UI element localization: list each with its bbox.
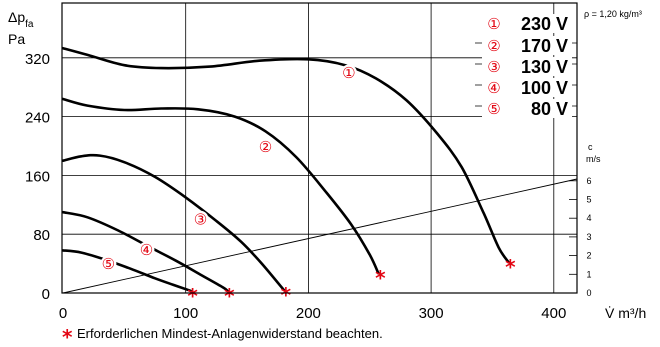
y-tick-160: 160 xyxy=(25,168,50,185)
min-resistance-star-2: * xyxy=(375,266,386,290)
curve-label-bg-2 xyxy=(257,138,274,155)
curve-label-bg-5 xyxy=(100,255,117,272)
legend-label-5: 80 V xyxy=(531,99,568,119)
footnote-text: Erforderlichen Mindest-Anlagenwiderstand… xyxy=(77,326,383,341)
y-tick-80: 80 xyxy=(33,227,50,244)
legend-bg-1 xyxy=(482,14,572,33)
c-tick-0: 0 xyxy=(586,288,591,298)
curve-label-3: ③ xyxy=(194,210,207,228)
legend-marker-3: ③ xyxy=(487,58,500,76)
legend-label-2: 170 V xyxy=(521,36,568,56)
c-tick-labels: 0 1 2 3 4 5 6 xyxy=(586,176,591,298)
velocity-reference-line xyxy=(62,178,578,294)
y-tick-labels: 0 80 160 240 320 xyxy=(25,51,50,303)
legend-marker-4: ④ xyxy=(487,79,500,97)
min-resistance-star-5: * xyxy=(187,284,198,308)
legend-bg-3 xyxy=(482,57,572,76)
x-tick-0: 0 xyxy=(59,305,67,322)
c-tick-5: 5 xyxy=(586,195,591,205)
curve-label-bg-3 xyxy=(192,210,209,227)
curve-label-bg-1 xyxy=(340,64,357,81)
c-tick-6: 6 xyxy=(586,176,591,186)
curve-2 xyxy=(61,97,380,275)
c-tick-1: 1 xyxy=(586,269,591,279)
curve-labels: ① ② ③ ④ ⑤ xyxy=(100,64,357,273)
legend-label-3: 130 V xyxy=(521,57,568,77)
curve-3 xyxy=(61,153,286,292)
legend-bg-2 xyxy=(482,36,572,55)
min-resistance-star-1: * xyxy=(505,255,516,279)
curves xyxy=(61,46,510,293)
curve-label-2: ② xyxy=(259,138,272,156)
x-tick-200: 200 xyxy=(296,305,321,322)
curve-label-4: ④ xyxy=(140,241,153,259)
c-tick-4: 4 xyxy=(586,213,591,223)
c-tick-3: 3 xyxy=(586,232,591,242)
x-axis-label: V̇ m³/h xyxy=(605,305,646,321)
x-tick-300: 300 xyxy=(419,305,444,322)
y-axis-unit: Pa xyxy=(8,31,25,47)
min-resistance-markers: * * * * * xyxy=(187,255,516,308)
x-tick-400: 400 xyxy=(541,305,566,322)
curve-5 xyxy=(61,249,192,293)
legend-marker-2: ② xyxy=(487,37,500,55)
c-axis-label: c xyxy=(588,142,593,152)
curve-1 xyxy=(61,46,510,264)
velocity-line xyxy=(62,178,578,294)
y-axis-label: Δpfa xyxy=(8,9,34,30)
y-tick-320: 320 xyxy=(25,51,50,68)
legend-label-4: 100 V xyxy=(521,78,568,98)
legend-label-1: 230 V xyxy=(521,14,568,34)
density-note: ρ = 1,20 kg/m³ xyxy=(584,9,642,19)
legend-marker-5: ⑤ xyxy=(487,100,500,118)
footnote-star: * xyxy=(62,325,73,347)
x-tick-100: 100 xyxy=(173,305,198,322)
min-resistance-star-3: * xyxy=(281,283,292,307)
c-axis-unit: m/s xyxy=(586,154,601,164)
y-tick-0: 0 xyxy=(42,286,50,303)
legend-marker-1: ① xyxy=(487,15,500,33)
curve-label-5: ⑤ xyxy=(102,255,115,273)
legend-bg-5 xyxy=(482,99,572,118)
x-tick-labels: 0 100 200 300 400 xyxy=(59,305,566,322)
curve-4 xyxy=(61,210,229,293)
c-tick-2: 2 xyxy=(586,251,591,261)
min-resistance-star-4: * xyxy=(224,284,235,308)
legend: ① 230 V ② 170 V ③ 130 V ④ 100 V ⑤ 80 V xyxy=(482,14,572,119)
plot-frame xyxy=(61,2,578,294)
y-tick-240: 240 xyxy=(25,110,50,127)
legend-bg-4 xyxy=(482,78,572,97)
curve-label-bg-4 xyxy=(138,241,155,258)
curve-label-1: ① xyxy=(342,64,355,82)
